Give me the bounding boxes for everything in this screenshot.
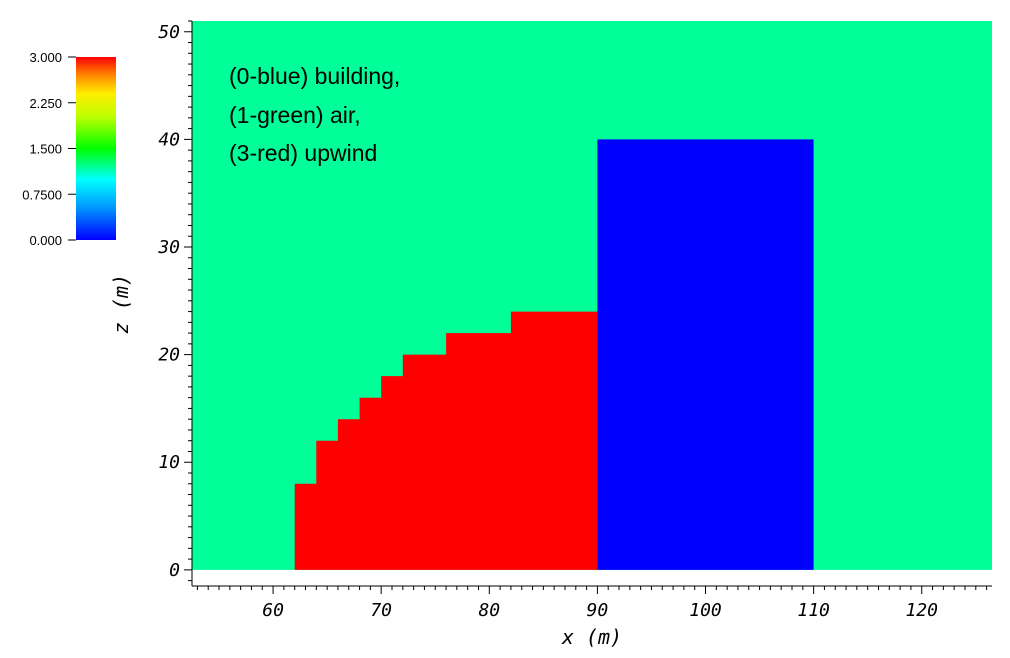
y-tick-label: 10: [158, 452, 180, 473]
x-tick-label: 80: [478, 600, 500, 621]
y-tick-label: 50: [158, 22, 180, 43]
x-tick-label: 70: [370, 600, 392, 621]
colorbar-label: 3.000: [29, 50, 62, 65]
colorbar-label: 0.7500: [22, 187, 62, 202]
colorbar-label: 2.250: [29, 96, 62, 111]
upwind-region: [294, 311, 598, 570]
x-tick-label: 100: [689, 600, 722, 621]
annotation-line-upwind: (3-red) upwind: [229, 140, 377, 166]
x-axis-title: x (m): [561, 625, 622, 649]
y-tick-label: 30: [157, 237, 180, 258]
x-tick-label: 90: [587, 600, 609, 621]
x-tick-label: 110: [797, 600, 830, 621]
annotation-line-building: (0-blue) building,: [229, 63, 400, 89]
y-tick-label: 40: [158, 129, 180, 150]
colorbar-label: 1.500: [29, 142, 62, 157]
y-tick-label: 20: [158, 345, 180, 366]
colorbar-label: 0.000: [29, 233, 62, 248]
colorbar: [76, 57, 116, 240]
annotation-line-air: (1-green) air,: [229, 102, 361, 128]
y-axis-title: z (m): [109, 274, 133, 334]
x-tick-label: 120: [905, 600, 938, 621]
building-region: [597, 139, 814, 570]
y-tick-label: 0: [169, 560, 180, 581]
x-tick-label: 60: [262, 600, 284, 621]
